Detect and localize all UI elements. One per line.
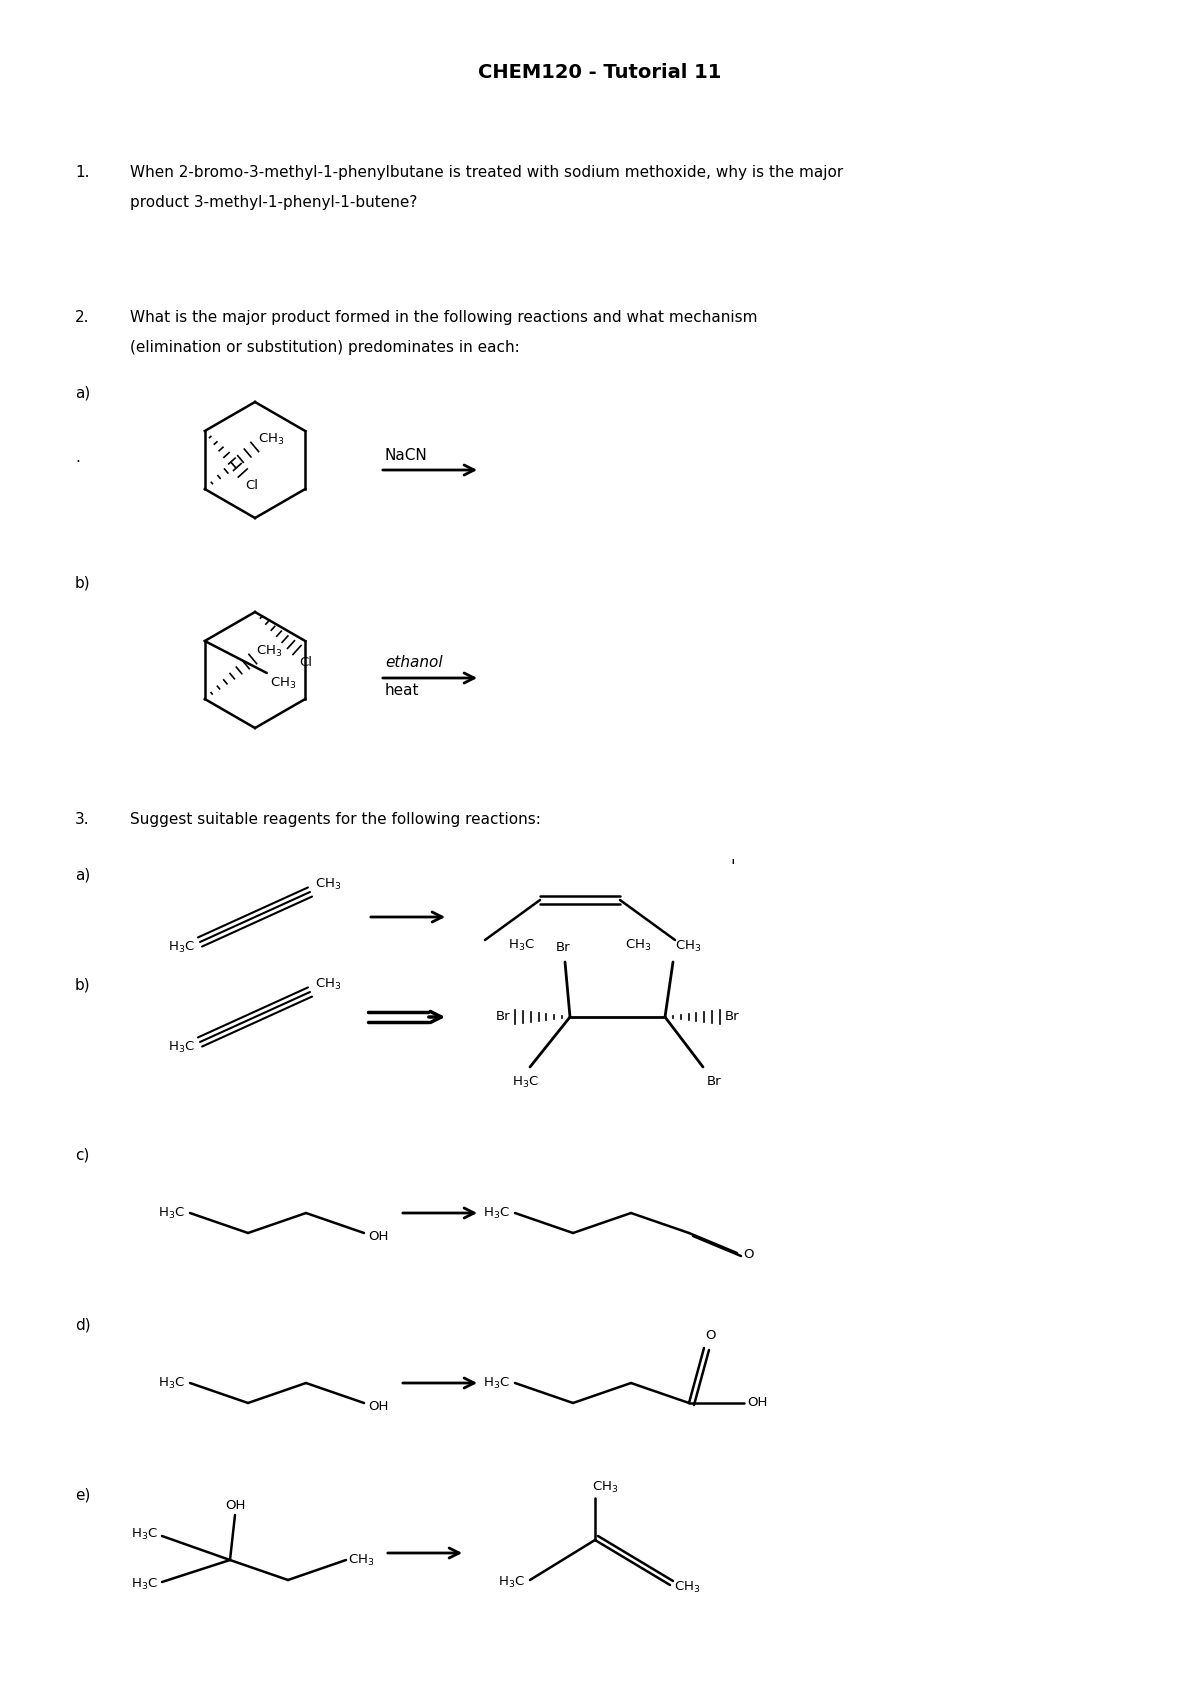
Text: Suggest suitable reagents for the following reactions:: Suggest suitable reagents for the follow… (130, 811, 541, 826)
Text: b): b) (74, 977, 91, 993)
Text: Cl: Cl (245, 479, 258, 492)
Text: (elimination or substitution) predominates in each:: (elimination or substitution) predominat… (130, 339, 520, 355)
Text: CH$_3$: CH$_3$ (674, 1580, 701, 1595)
Text: b): b) (74, 575, 91, 591)
Text: NaCN: NaCN (385, 448, 427, 463)
Text: heat: heat (385, 682, 420, 697)
Text: CH$_3$: CH$_3$ (625, 937, 652, 952)
Text: H$_3$C: H$_3$C (158, 1205, 185, 1220)
Text: CH$_3$: CH$_3$ (592, 1480, 618, 1495)
Text: ethanol: ethanol (385, 655, 443, 670)
Text: product 3-methyl-1-phenyl-1-butene?: product 3-methyl-1-phenyl-1-butene? (130, 195, 418, 210)
Text: a): a) (74, 385, 90, 400)
Text: CH$_3$: CH$_3$ (314, 976, 342, 991)
Text: CH$_3$: CH$_3$ (256, 643, 282, 658)
Text: H$_3$C: H$_3$C (508, 937, 535, 952)
Text: OH: OH (368, 1230, 389, 1244)
Text: OH: OH (368, 1400, 389, 1414)
Text: What is the major product formed in the following reactions and what mechanism: What is the major product formed in the … (130, 311, 757, 326)
Text: When 2-bromo-3-methyl-1-phenylbutane is treated with sodium methoxide, why is th: When 2-bromo-3-methyl-1-phenylbutane is … (130, 165, 844, 180)
Text: Cl: Cl (299, 657, 312, 669)
Text: Br: Br (725, 1010, 739, 1023)
Text: c): c) (74, 1147, 89, 1162)
Text: Br: Br (707, 1074, 721, 1088)
Text: H$_3$C: H$_3$C (158, 1376, 185, 1390)
Text: H$_3$C: H$_3$C (168, 1040, 194, 1054)
Text: H$_3$C: H$_3$C (484, 1205, 510, 1220)
Text: 2.: 2. (74, 311, 90, 326)
Text: Br: Br (556, 942, 570, 954)
Text: H$_3$C: H$_3$C (131, 1577, 158, 1592)
Text: H$_3$C: H$_3$C (131, 1526, 158, 1541)
Text: a): a) (74, 867, 90, 882)
Text: CH$_3$: CH$_3$ (674, 938, 702, 954)
Text: H$_3$C: H$_3$C (168, 940, 194, 954)
Text: 3.: 3. (74, 811, 90, 826)
Text: ': ' (730, 859, 734, 876)
Text: CH$_3$: CH$_3$ (258, 431, 284, 446)
Text: d): d) (74, 1319, 91, 1334)
Text: H$_3$C: H$_3$C (498, 1575, 526, 1590)
Text: CH$_3$: CH$_3$ (270, 675, 296, 691)
Text: .: . (74, 450, 80, 465)
Text: CHEM120 - Tutorial 11: CHEM120 - Tutorial 11 (479, 63, 721, 81)
Text: CH$_3$: CH$_3$ (314, 876, 342, 891)
Text: OH: OH (746, 1397, 767, 1410)
Text: CH$_3$: CH$_3$ (348, 1553, 374, 1568)
Text: H$_3$C: H$_3$C (484, 1376, 510, 1390)
Text: H$_3$C: H$_3$C (511, 1074, 539, 1089)
Text: O: O (743, 1249, 754, 1261)
Text: 1.: 1. (74, 165, 90, 180)
Text: Br: Br (496, 1010, 510, 1023)
Text: e): e) (74, 1488, 90, 1504)
Text: O: O (704, 1329, 715, 1342)
Text: OH: OH (226, 1498, 245, 1512)
